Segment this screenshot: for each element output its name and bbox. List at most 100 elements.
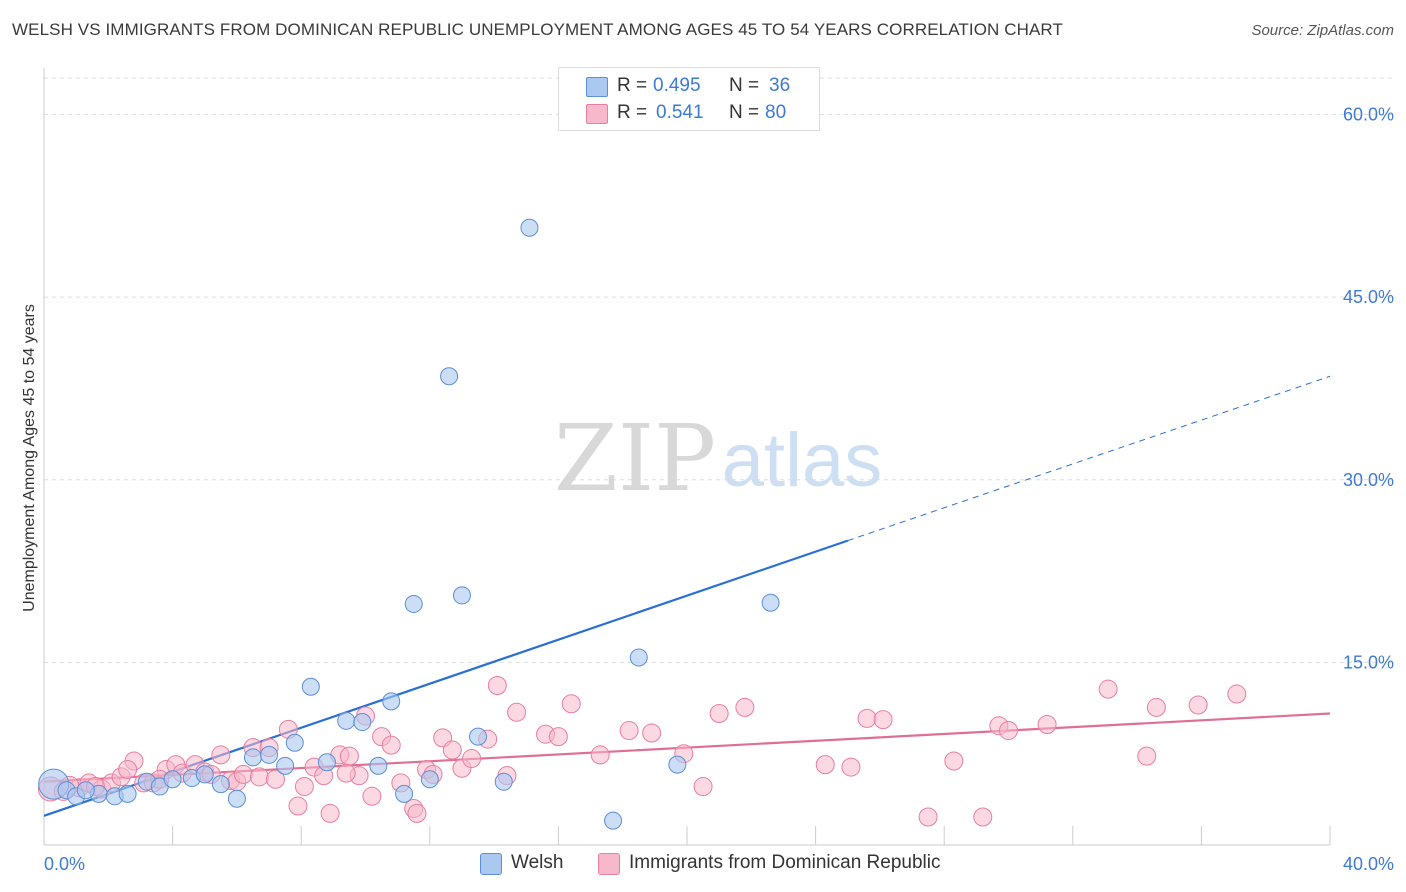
legend-welsh-r-value: 0.495 (653, 75, 701, 96)
dominican-point (1137, 746, 1157, 766)
welsh-point (243, 748, 262, 767)
welsh-point (227, 789, 246, 808)
dominican-point (233, 764, 253, 784)
welsh-point (369, 756, 388, 775)
series-legend-label-dominican: Immigrants from Dominican Republic (629, 852, 941, 873)
welsh-point (761, 593, 780, 612)
x-tick-label-max: 40.0% (1343, 854, 1394, 874)
dominican-point (918, 807, 938, 827)
welsh-point (317, 753, 336, 772)
dominican-point (841, 757, 861, 777)
dominican-point (265, 769, 285, 789)
welsh-point (276, 756, 295, 775)
legend-welsh-r-label: R = (617, 75, 648, 96)
welsh-point (285, 733, 304, 752)
correlation-legend: R = 0.495 N = 36 R = 0.541 N = 80 (558, 67, 820, 131)
dominican-point (693, 777, 713, 797)
dominican-point (462, 749, 482, 769)
legend-dominican-n-label: N = (729, 102, 760, 123)
welsh-point (440, 367, 459, 386)
chart-title: WELSH VS IMMIGRANTS FROM DOMINICAN REPUB… (12, 20, 1063, 39)
welsh-point (211, 775, 230, 794)
dominican-point (815, 755, 835, 775)
chart-source: Source: ZipAtlas.com (1251, 22, 1394, 39)
welsh-point (260, 745, 279, 764)
dominican-point (362, 786, 382, 806)
y-tick-label: 30.0% (1343, 470, 1394, 490)
welsh-point (452, 586, 471, 605)
axis-layer: ZIP atlas Unemployment Among Ages 45 to … (21, 68, 1394, 874)
welsh-point (668, 755, 687, 774)
dominican-point (709, 704, 729, 724)
x-tick-label-min: 0.0% (44, 854, 85, 874)
y-tick-label: 60.0% (1343, 105, 1394, 125)
dominican-point (294, 777, 314, 797)
welsh-point (395, 784, 414, 803)
welsh-point (118, 784, 137, 803)
welsh-point (404, 594, 423, 613)
dominican-point (1146, 697, 1166, 717)
y-axis-label: Unemployment Among Ages 45 to 54 years (21, 304, 38, 612)
welsh-point (629, 648, 648, 667)
dominican-point (487, 676, 507, 696)
dominican-point (735, 697, 755, 717)
welsh-point (163, 770, 182, 789)
dominican-point (118, 760, 138, 780)
legend-dominican-r-value: 0.541 (656, 102, 704, 123)
dominican-point (288, 796, 308, 816)
legend-dominican-r-label: R = (617, 102, 648, 123)
points-layer (37, 218, 1247, 830)
dominican-point (211, 745, 231, 765)
dominican-point (944, 751, 964, 771)
welsh-point (76, 781, 95, 800)
dominican-point (590, 745, 610, 765)
watermark-atlas: atlas (722, 418, 883, 503)
legend-swatch-dominican (586, 104, 608, 124)
welsh-point (494, 772, 513, 791)
dominican-point (1098, 679, 1118, 699)
series-legend: Welsh Immigrants from Dominican Republic (480, 852, 980, 876)
dominican-point (336, 763, 356, 783)
dominican-point (381, 735, 401, 755)
series-legend-swatch-dominican (598, 853, 620, 875)
series-legend-label-welsh: Welsh (511, 852, 564, 873)
welsh-point (301, 677, 320, 696)
series-legend-swatch-welsh (480, 853, 502, 875)
welsh-point (382, 692, 401, 711)
dominican-point (548, 727, 568, 747)
legend-swatch-welsh (586, 77, 608, 97)
dominican-point (320, 803, 340, 823)
dominican-point (999, 721, 1018, 741)
dominican-point (857, 708, 877, 728)
dominican-point (1188, 695, 1208, 715)
dominican-point (407, 803, 427, 823)
dominican-point (642, 723, 662, 743)
welsh-trend-extension (847, 375, 1331, 542)
dominican-point (442, 740, 462, 760)
y-tick-label: 45.0% (1343, 287, 1394, 307)
y-tick-label: 15.0% (1343, 652, 1394, 672)
dominican-point (973, 807, 993, 827)
legend-welsh-n-label: N = (729, 75, 760, 96)
welsh-point (420, 770, 439, 789)
dominican-point (619, 721, 639, 741)
dominican-point (249, 767, 269, 787)
watermark-zip: ZIP (554, 405, 716, 512)
welsh-point (195, 765, 214, 784)
dominican-point (339, 746, 359, 766)
welsh-point (353, 713, 372, 732)
welsh-point (604, 811, 623, 830)
welsh-point (337, 711, 356, 730)
dominican-point (873, 710, 893, 730)
legend-dominican-n-value: 80 (765, 102, 787, 123)
dominican-point (507, 702, 527, 722)
legend-welsh-n-value: 36 (769, 75, 791, 96)
welsh-point (520, 218, 539, 237)
welsh-point (469, 727, 488, 746)
grid-layer (44, 77, 1394, 663)
dominican-point (1037, 714, 1057, 734)
dominican-point (1227, 684, 1247, 704)
dominican-point (561, 694, 581, 714)
